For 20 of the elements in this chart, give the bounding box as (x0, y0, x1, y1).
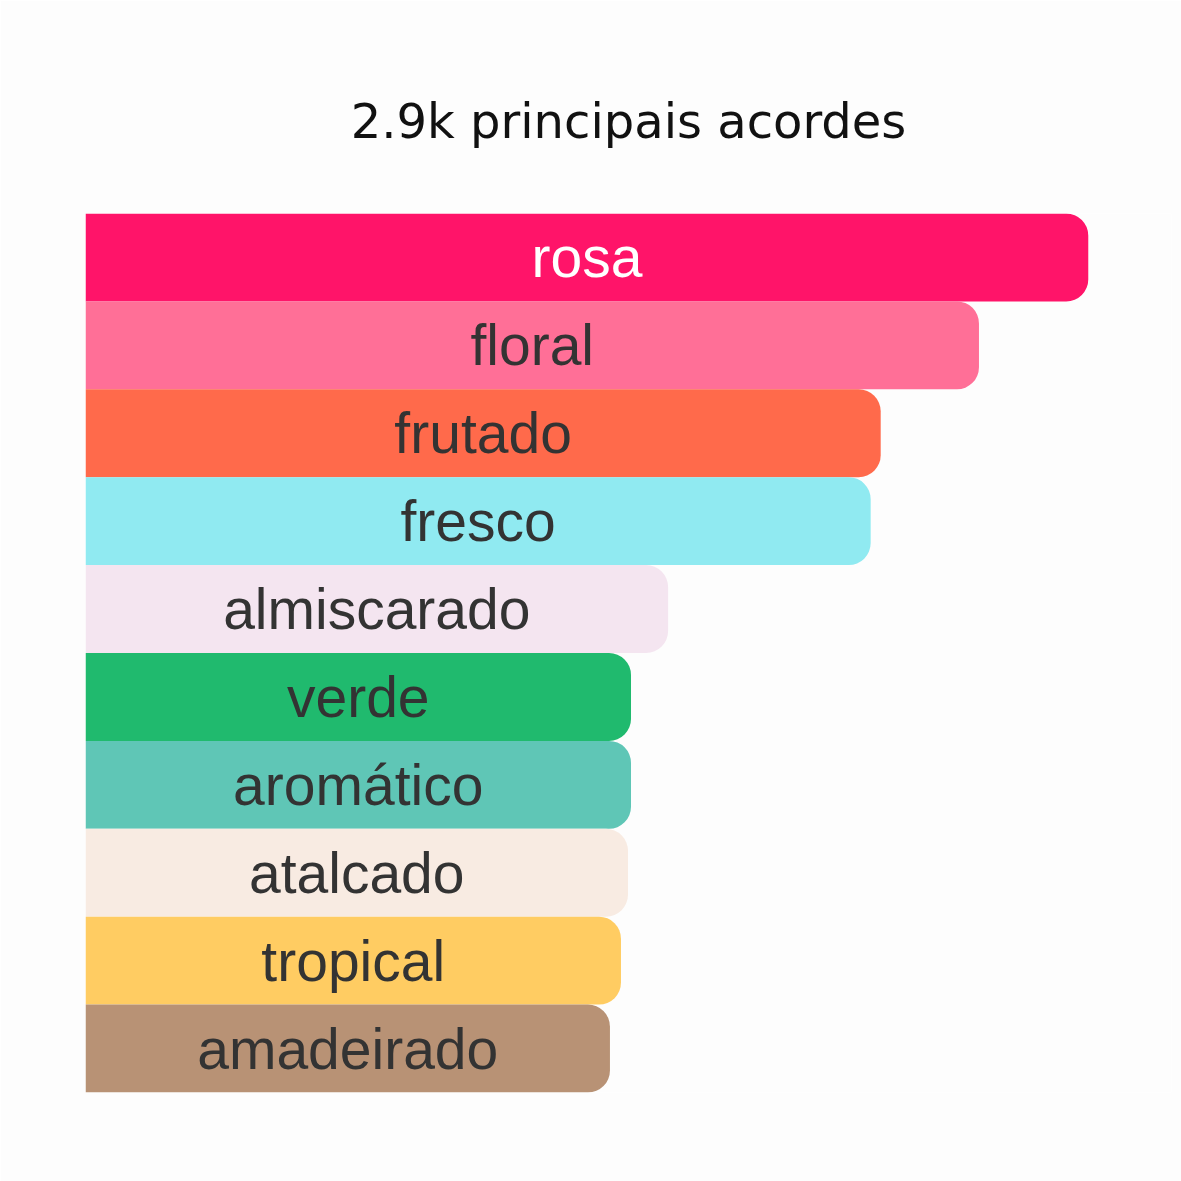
y-tick-label: fresco (400, 489, 556, 554)
bar (85, 828, 628, 917)
y-tick-label: rosa (531, 225, 643, 290)
y-tick-label: aromático (233, 752, 484, 817)
bar (85, 213, 1089, 302)
y-tick-label: floral (470, 313, 595, 378)
bar (85, 301, 979, 390)
bar (85, 477, 871, 566)
bar (85, 653, 632, 741)
bar (85, 389, 881, 478)
bar (85, 740, 632, 829)
bar (85, 565, 669, 653)
y-tick-label: atalcado (249, 840, 465, 905)
bar (85, 916, 621, 1005)
y-tick-label: tropical (261, 928, 446, 993)
chart-title: 2.9k principais acordes (350, 92, 907, 149)
y-tick-label: verde (286, 664, 430, 729)
y-tick-label: frutado (394, 401, 572, 466)
y-tick-label: amadeirado (197, 1016, 499, 1081)
y-tick-label: almiscarado (223, 577, 531, 642)
